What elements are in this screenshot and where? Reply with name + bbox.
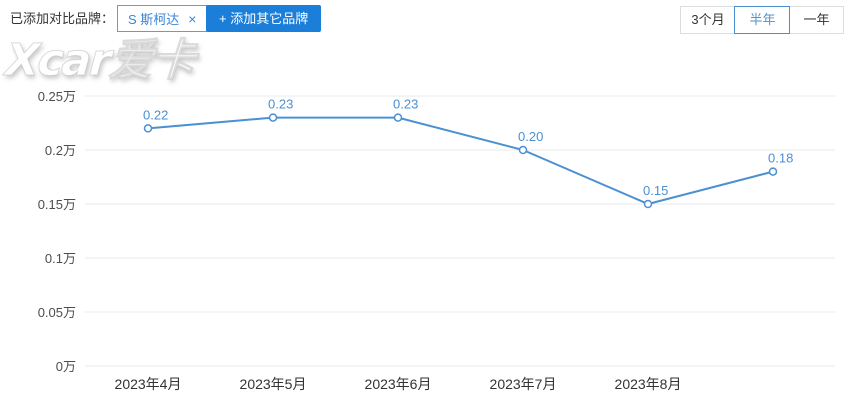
brand-tag-skoda[interactable]: S 斯柯达 × bbox=[117, 5, 208, 32]
period-selector: 3个月 半年 一年 bbox=[680, 6, 844, 34]
y-tick-label: 0.25万 bbox=[38, 89, 76, 104]
data-point[interactable] bbox=[393, 113, 403, 122]
y-tick-label: 0.1万 bbox=[45, 251, 76, 266]
y-tick-label: 0.05万 bbox=[38, 305, 76, 320]
x-tick-label: 2023年6月 bbox=[365, 376, 432, 392]
x-tick-label: 2023年8月 bbox=[615, 376, 682, 392]
added-brands-label: 已添加对比品牌： bbox=[10, 11, 115, 26]
x-tick-label: 2023年4月 bbox=[115, 376, 182, 392]
y-tick-label: 0万 bbox=[56, 359, 76, 374]
data-point[interactable] bbox=[643, 199, 653, 209]
tab-3-months[interactable]: 3个月 bbox=[681, 7, 735, 33]
tab-one-year[interactable]: 一年 bbox=[789, 7, 843, 33]
tab-half-year[interactable]: 半年 bbox=[735, 7, 789, 33]
x-tick-label: 2023年5月 bbox=[240, 376, 307, 392]
data-point-label: 0.15 bbox=[643, 183, 668, 198]
y-tick-label: 0.2万 bbox=[45, 143, 76, 158]
y-tick-label: 0.15万 bbox=[38, 197, 76, 212]
add-brand-button[interactable]: + 添加其它品牌 bbox=[206, 5, 322, 32]
data-point[interactable] bbox=[518, 145, 528, 155]
data-point[interactable] bbox=[143, 124, 153, 133]
data-point[interactable] bbox=[768, 167, 778, 176]
data-point-label: 0.20 bbox=[518, 129, 543, 144]
data-point-label: 0.22 bbox=[143, 107, 168, 122]
remove-brand-icon[interactable]: × bbox=[188, 10, 197, 27]
data-point-label: 0.23 bbox=[268, 97, 293, 112]
brand-tag-label: S 斯柯达 bbox=[128, 12, 180, 27]
data-point-label: 0.23 bbox=[393, 97, 418, 112]
data-point[interactable] bbox=[268, 113, 278, 122]
sales-line bbox=[147, 116, 774, 205]
x-tick-label: 2023年7月 bbox=[490, 376, 557, 392]
data-point-label: 0.18 bbox=[768, 151, 793, 166]
